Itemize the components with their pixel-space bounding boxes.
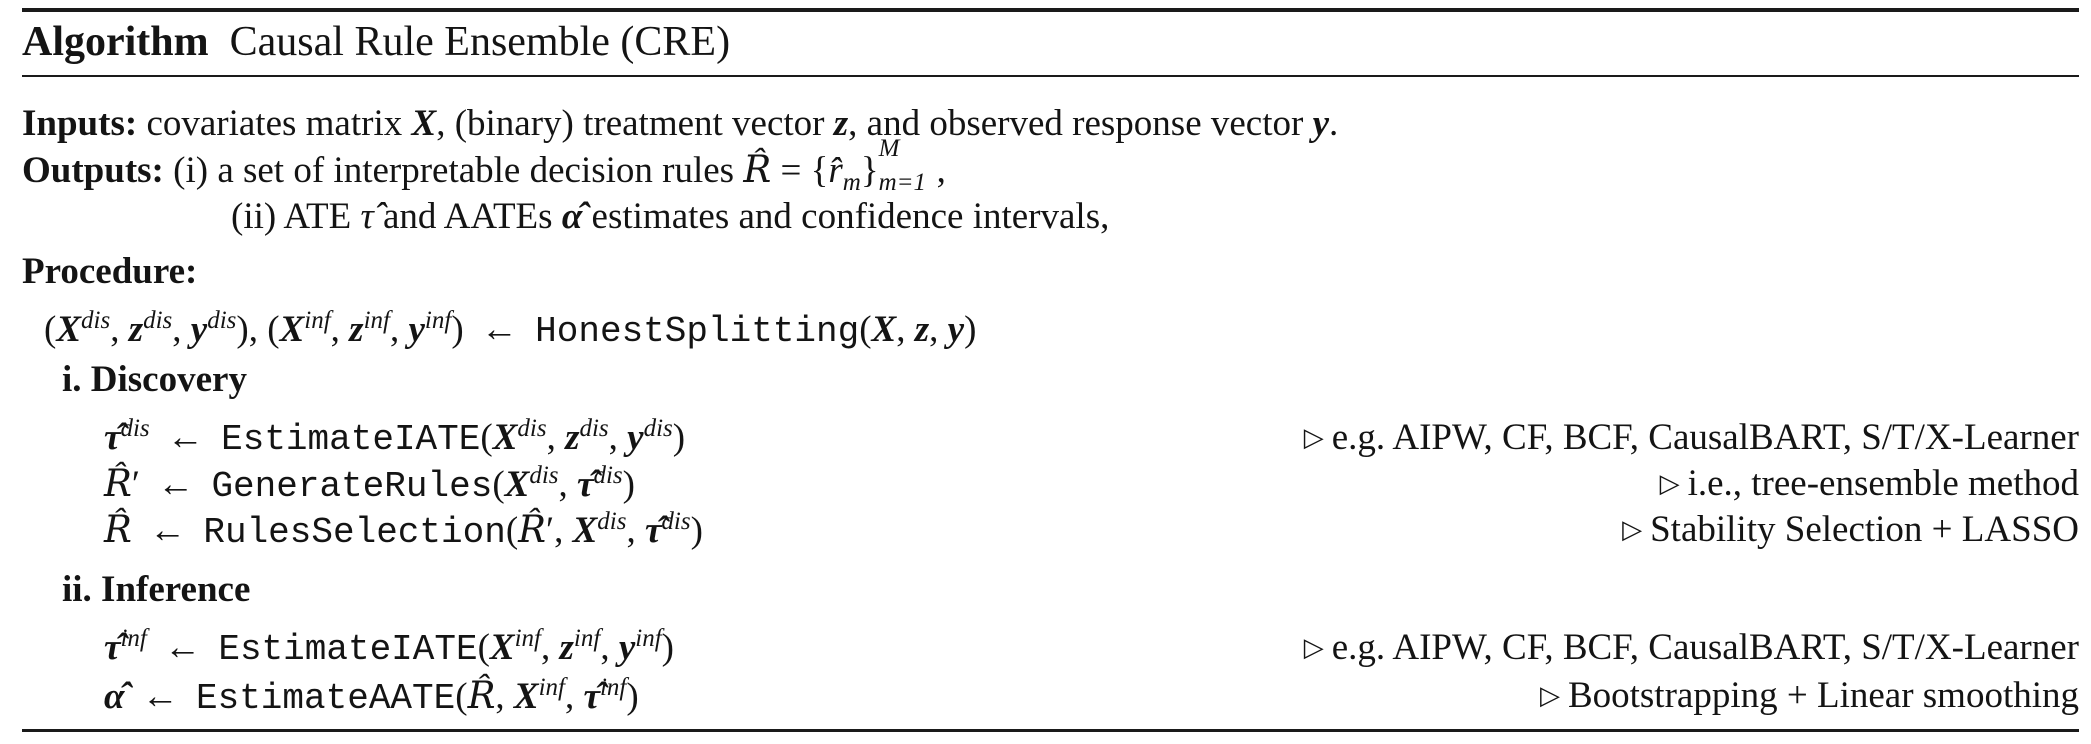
discovery-header-line: i. Discovery (0, 357, 2091, 403)
outputs-line-1: Outputs: (i) a set of interpretable deci… (22, 135, 946, 196)
inputs-label: Inputs: (22, 103, 138, 144)
honest-splitting-line: (Xdis, zdis, ydis), (Xinf, zinf, yinf) ←… (44, 307, 977, 352)
outputs-line-2: (ii) ATE τ̂̂ and AATEs α̂ estimates and … (231, 196, 1110, 237)
discovery-step-3: R̂ ← RulesSelection(R̂′, Xdis, τ̂dis) ▷ S… (104, 508, 2079, 553)
title-rule (22, 75, 2079, 77)
inference-step-2-fn: EstimateAATE (195, 678, 456, 719)
outputs-label: Outputs: (22, 150, 164, 191)
honest-splitting-fn: HonestSplitting (535, 311, 860, 352)
inputs-line: Inputs: covariates matrix X, (binary) tr… (22, 103, 1339, 144)
algorithm-title: Algorithm Causal Rule Ensemble (CRE) (0, 16, 2091, 68)
ate-symbol: τ̂̂ (360, 196, 374, 237)
procedure-label: Procedure: (22, 251, 198, 292)
discovery-header: i. Discovery (62, 359, 247, 400)
inference-step-2-comment: ▷ Bootstrapping + Linear smoothing (1539, 675, 2079, 716)
inference-header: ii. Inference (62, 569, 251, 610)
algorithm-name: Causal Rule Ensemble (CRE) (229, 19, 731, 65)
inference-step-1-fn: EstimateIATE (218, 629, 478, 670)
discovery-step-2-comment: ▷ i.e., tree-ensemble method (1659, 463, 2079, 504)
discovery-step-3-comment: ▷ Stability Selection + LASSO (1622, 509, 2079, 550)
discovery-step-1-fn: EstimateIATE (221, 419, 481, 460)
discovery-step-2-fn: GenerateRules (211, 466, 493, 507)
inference-header-line: ii. Inference (0, 567, 2091, 613)
inference-step-1: τ̂inf ← EstimateIATE(Xinf, zinf, yinf) ▷… (104, 625, 2079, 670)
discovery-step-2: R̂′ ← GenerateRules(Xdis, τ̂dis) ▷ i.e., … (104, 462, 2079, 507)
procedure-label-line: Procedure: (0, 249, 2091, 295)
inference-step-1-comment: ▷ e.g. AIPW, CF, BCF, CausalBART, S/T/X-L… (1303, 627, 2079, 668)
bottom-rule (22, 729, 2079, 732)
discovery-step-1-comment: ▷ e.g. AIPW, CF, BCF, CausalBART, S/T/X-L… (1303, 417, 2079, 458)
discovery-step-3-fn: RulesSelection (203, 512, 506, 553)
rule-set-symbol: R̂ (743, 148, 772, 191)
aate-symbol: α̂ (561, 196, 583, 237)
top-rule (22, 8, 2079, 12)
algorithm-label: Algorithm (22, 19, 209, 65)
discovery-step-1: τ̂dis ← EstimateIATE(Xdis, zdis, ydis) ▷… (104, 415, 2079, 460)
inference-step-2: α̂ ← EstimateAATE(R̂, Xinf, τ̂inf) ▷ Boot… (104, 674, 2079, 719)
